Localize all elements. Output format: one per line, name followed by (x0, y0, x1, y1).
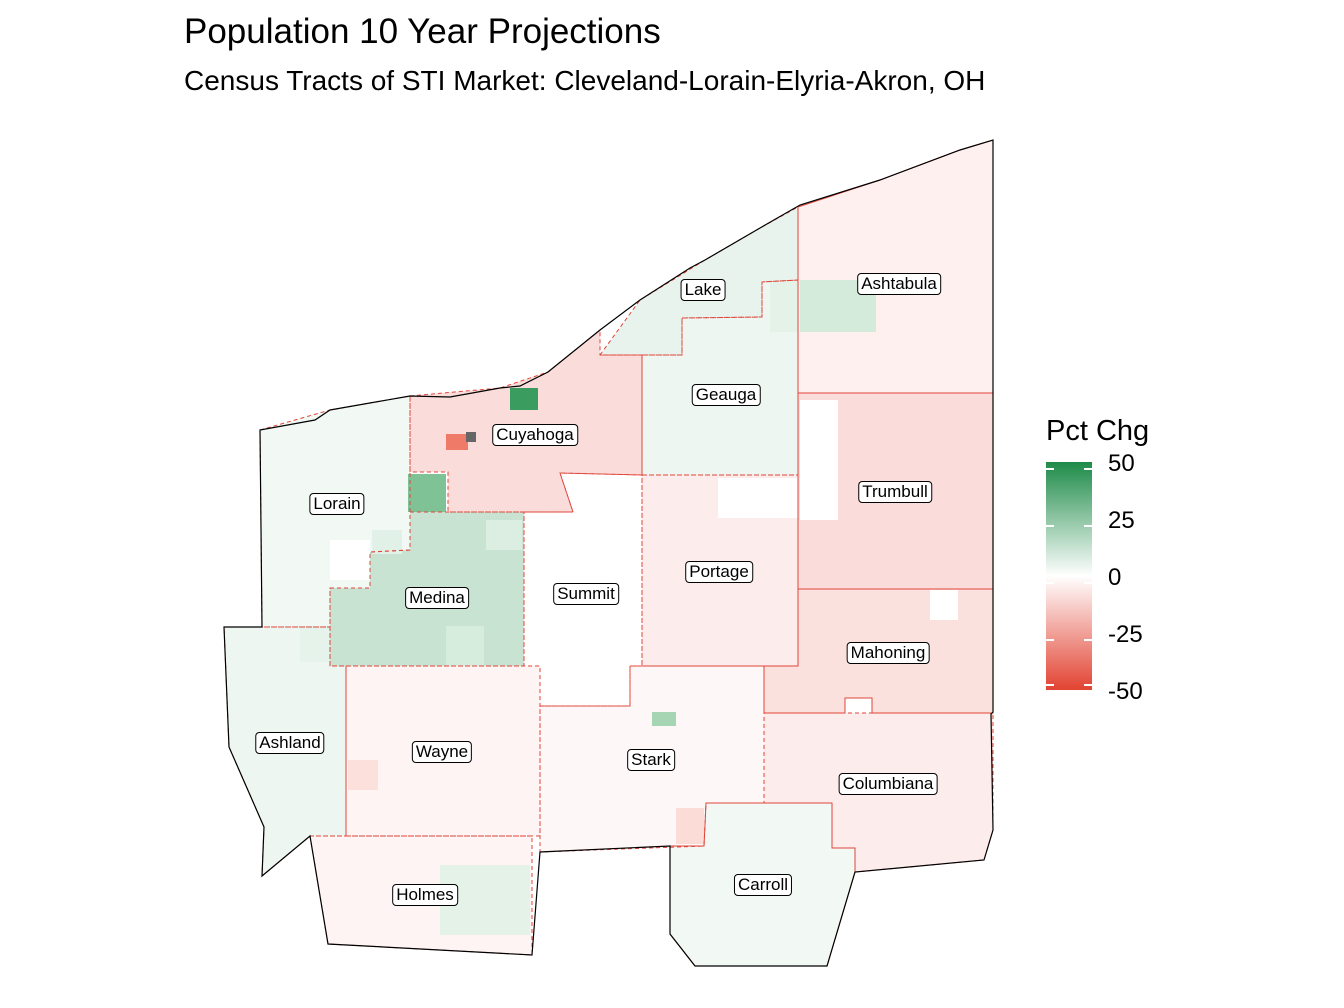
tract-patch (330, 540, 370, 580)
county-label-holmes[interactable]: Holmes (392, 884, 458, 906)
tract-patch (770, 280, 798, 332)
county-fill-ashtabula (798, 140, 993, 393)
tract-patch (446, 626, 484, 666)
tract-patch (348, 760, 378, 790)
legend-tick-mark (1046, 525, 1054, 527)
tract-patch (718, 478, 798, 518)
tract-patch (466, 432, 476, 442)
legend-tick-mark (1046, 582, 1054, 584)
legend-tick-label: 0 (1108, 564, 1122, 591)
market-outline (223, 139, 994, 967)
legend-tick-label: 25 (1108, 507, 1135, 534)
tract-patch (408, 474, 446, 512)
county-label-summit[interactable]: Summit (553, 583, 619, 605)
legend-tick-mark (1084, 582, 1092, 584)
county-label-columbiana[interactable]: Columbiana (838, 773, 938, 795)
tract-patch (372, 530, 402, 554)
tract-patch (510, 388, 538, 410)
tract-patch (486, 520, 522, 550)
county-fill-geauga (642, 280, 798, 475)
county-label-mahoning[interactable]: Mahoning (846, 642, 930, 664)
legend-color-bar (1046, 462, 1092, 690)
county-label-carroll[interactable]: Carroll (733, 874, 793, 896)
county-label-trumbull[interactable]: Trumbull (858, 481, 932, 503)
legend-tick-mark (1046, 639, 1054, 641)
legend-tick-mark (1046, 684, 1054, 686)
county-label-geauga[interactable]: Geauga (691, 384, 761, 406)
legend-tick-mark (1084, 684, 1092, 686)
county-label-ashland[interactable]: Ashland (255, 732, 325, 754)
tract-patch (930, 590, 958, 620)
legend-title: Pct Chg (1046, 415, 1150, 447)
county-label-cuyahoga[interactable]: Cuyahoga (492, 424, 578, 446)
tract-patch (446, 434, 468, 450)
county-label-lake[interactable]: Lake (680, 279, 726, 301)
tract-patch (800, 400, 838, 520)
tract-patch (652, 712, 676, 726)
legend-tick-label: -25 (1108, 621, 1143, 648)
county-fill-cuyahoga (410, 330, 642, 512)
map-title: Population 10 Year Projections (184, 12, 661, 51)
county-label-medina[interactable]: Medina (405, 587, 469, 609)
county-label-wayne[interactable]: Wayne (411, 741, 473, 763)
legend-tick-mark (1084, 468, 1092, 470)
map-subtitle: Census Tracts of STI Market: Cleveland-L… (184, 65, 986, 96)
county-label-ashtabula[interactable]: Ashtabula (857, 273, 941, 295)
legend-tick-label: -50 (1108, 678, 1143, 705)
county-label-stark[interactable]: Stark (627, 749, 675, 771)
legend-tick-mark (1084, 639, 1092, 641)
legend-tick-mark (1046, 468, 1054, 470)
county-label-lorain[interactable]: Lorain (309, 493, 365, 515)
tract-patches (300, 280, 958, 935)
legend-tick-mark (1084, 525, 1092, 527)
legend-tick-label: 50 (1108, 450, 1135, 477)
county-label-portage[interactable]: Portage (685, 561, 753, 583)
tract-patch (676, 808, 704, 844)
tract-patch (300, 626, 330, 662)
